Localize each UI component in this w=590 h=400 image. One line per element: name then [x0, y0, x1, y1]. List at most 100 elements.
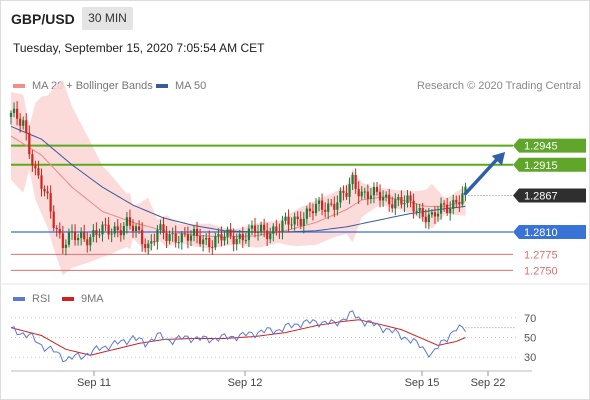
ma50-label: MA 50	[175, 80, 207, 92]
price-tag-label-3: 1.2810	[524, 227, 558, 239]
candle-body	[330, 203, 333, 205]
candle-body	[317, 200, 321, 204]
candle-body	[101, 224, 104, 235]
candle-body	[287, 216, 290, 225]
candle-body	[409, 195, 412, 201]
candle-body	[308, 208, 311, 212]
candle-body	[159, 224, 162, 230]
rsi-tick-0: 70	[524, 313, 536, 325]
candle-body	[403, 202, 406, 205]
candle-body	[302, 218, 305, 226]
ma20-swatch	[13, 84, 25, 89]
candle-body	[250, 225, 254, 229]
candle-body	[229, 229, 232, 236]
candle-body	[424, 216, 427, 223]
candle-body	[80, 232, 83, 238]
candle-body	[110, 233, 113, 235]
candle-body	[272, 226, 275, 234]
candle-body	[394, 199, 397, 209]
candle-body	[327, 203, 330, 212]
candle-body	[446, 204, 449, 214]
candle-body	[339, 190, 342, 203]
price-tag-label-2: 1.2867	[524, 191, 558, 203]
price-tag-label-1: 1.2915	[524, 160, 558, 172]
candle-body	[299, 218, 302, 226]
candle-body	[281, 220, 284, 233]
candle-body	[372, 186, 376, 196]
candle-body	[397, 197, 400, 200]
candle-body	[25, 120, 28, 133]
candle-body	[369, 195, 372, 199]
x-tick-label-1: Sep 12	[228, 377, 263, 389]
candle-body	[275, 226, 278, 232]
candle-body	[202, 239, 205, 245]
rsi-tick-1: 50	[524, 333, 536, 345]
candle-body	[46, 191, 49, 194]
candle-body	[366, 191, 369, 199]
candle-body	[98, 234, 101, 236]
candle-body	[168, 234, 171, 241]
candle-body	[348, 184, 351, 197]
candle-body	[232, 235, 235, 245]
ma50-swatch	[156, 84, 168, 89]
candle-body	[363, 191, 366, 193]
candle-body	[464, 186, 467, 194]
candle-body	[342, 190, 345, 193]
candle-body	[180, 233, 183, 243]
candle-body	[439, 203, 443, 214]
bollinger-band	[11, 80, 466, 276]
candle-body	[436, 213, 440, 217]
candle-body	[360, 191, 363, 197]
candle-body	[156, 229, 159, 242]
candle-body	[296, 216, 299, 219]
candle-body	[12, 108, 16, 113]
candle-body	[260, 224, 263, 232]
candle-body	[452, 199, 455, 209]
candle-body	[388, 194, 391, 205]
candle-body	[238, 233, 241, 239]
candle-body	[205, 237, 208, 240]
x-tick-label-3: Sep 22	[471, 377, 506, 389]
candle-body	[49, 193, 52, 212]
candle-body	[119, 230, 122, 236]
candle-body	[321, 200, 324, 210]
candle-body	[77, 237, 80, 241]
candle-body	[461, 193, 464, 205]
legend-rsi: RSI	[13, 293, 50, 305]
candle-body	[266, 230, 269, 240]
candle-body	[192, 228, 196, 236]
candle-body	[256, 231, 260, 233]
price-tag-3	[513, 225, 586, 239]
chart-header: GBP/USD 30 MIN	[0, 0, 590, 36]
price-tag-1	[513, 157, 586, 172]
candle-body	[269, 233, 272, 240]
candle-body	[55, 227, 58, 230]
legend-ma50: MA 50	[156, 80, 206, 92]
price-tag-label-0: 1.2945	[524, 141, 558, 153]
candle-body	[89, 236, 92, 246]
candle-body	[165, 233, 168, 241]
candle-body	[263, 224, 266, 231]
candle-body	[147, 243, 150, 249]
candle-body	[199, 236, 202, 245]
candle-body	[189, 235, 193, 241]
price-tag-label-4: 1.2775	[524, 249, 558, 261]
candle-body	[314, 203, 318, 214]
candle-body	[293, 216, 296, 225]
candle-body	[324, 209, 327, 212]
candle-body	[378, 191, 382, 201]
candle-body	[305, 208, 308, 219]
candle-body	[86, 239, 89, 246]
candle-body	[58, 229, 61, 234]
candle-body	[208, 237, 211, 248]
candle-body	[458, 202, 461, 205]
rsi-swatch	[13, 297, 25, 302]
candle-body	[223, 236, 226, 241]
candle-body	[382, 197, 385, 201]
timeframe-badge[interactable]: 30 MIN	[82, 7, 133, 30]
9ma-swatch	[62, 297, 74, 302]
rsi-tick-2: 30	[524, 352, 536, 364]
candle-body	[104, 224, 107, 226]
candle-body	[131, 225, 135, 232]
candle-body	[351, 174, 354, 185]
